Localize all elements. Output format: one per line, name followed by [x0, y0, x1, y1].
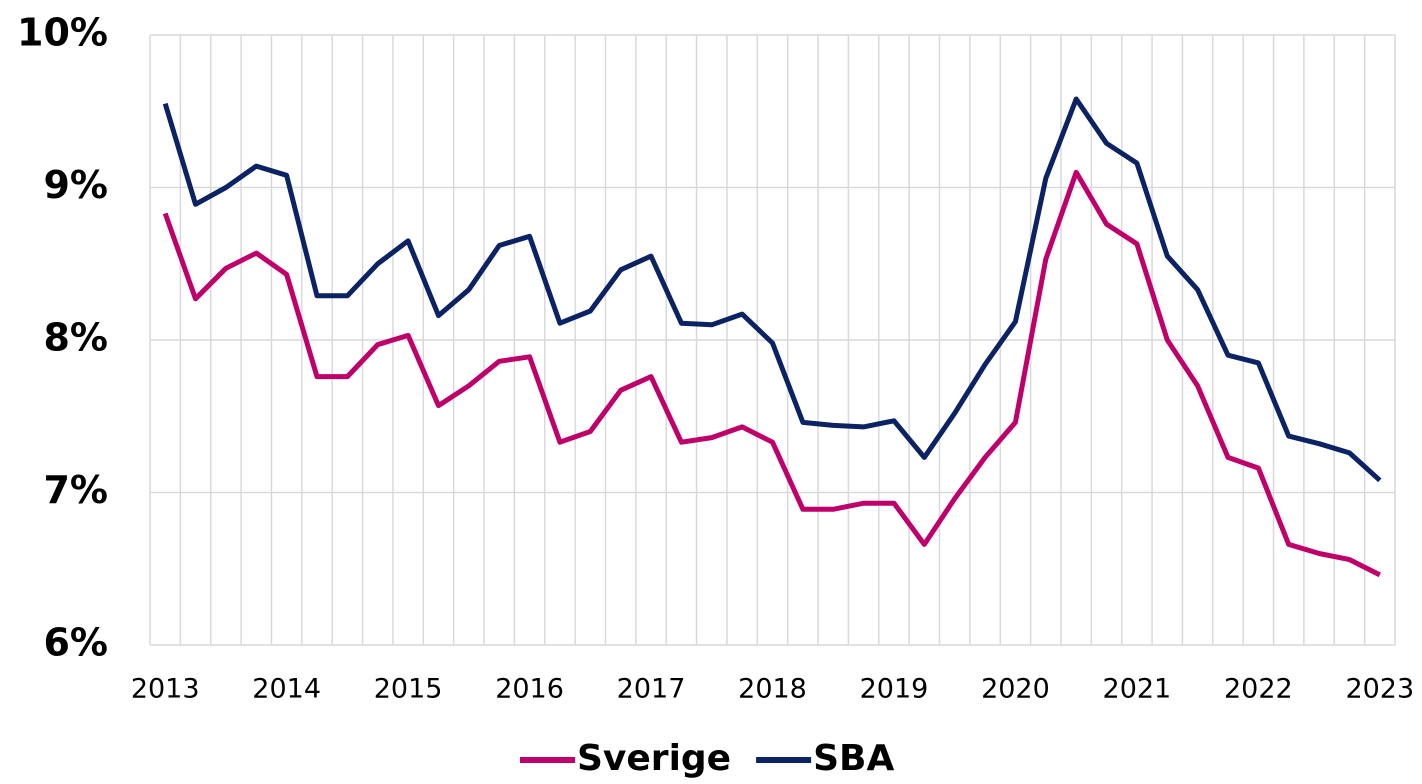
- x-tick-label: 2014: [252, 674, 321, 705]
- x-tick-label: 2021: [1103, 674, 1172, 705]
- x-tick-label: 2018: [738, 674, 807, 705]
- y-tick-label: 6%: [43, 621, 108, 665]
- y-tick-label: 10%: [17, 11, 108, 55]
- x-tick-label: 2013: [131, 674, 200, 705]
- x-tick-label: 2019: [860, 674, 929, 705]
- line-series: [162, 96, 1382, 483]
- y-tick-label: 8%: [43, 316, 108, 360]
- line-series: [162, 169, 1381, 578]
- x-tick-label: 2017: [617, 674, 686, 705]
- x-tick-label: 2020: [981, 674, 1050, 705]
- legend-label: SBA: [813, 738, 894, 779]
- x-tick-label: 2015: [374, 674, 443, 705]
- x-tick-label: 2022: [1224, 674, 1293, 705]
- x-tick-label: 2016: [495, 674, 564, 705]
- x-tick-label: 2023: [1345, 674, 1414, 705]
- legend: Sverige SBA: [520, 738, 894, 779]
- y-tick-label: 9%: [43, 163, 108, 207]
- legend-label: Sverige: [577, 738, 731, 779]
- y-tick-label: 7%: [43, 468, 108, 512]
